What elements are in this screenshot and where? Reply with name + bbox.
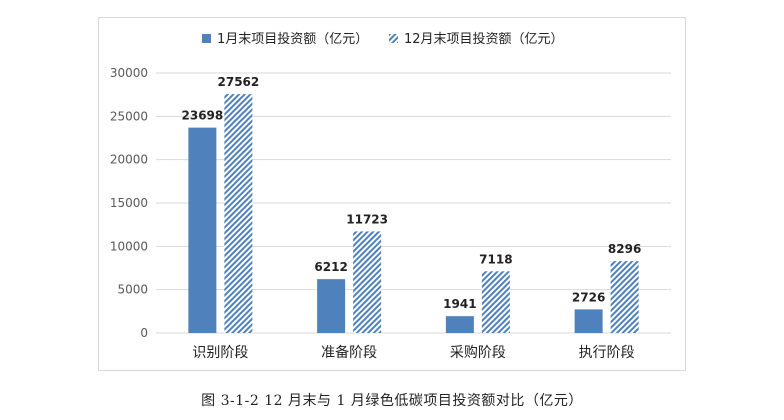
x-tick-label: 采购阶段	[450, 345, 506, 361]
y-tick-label: 5000	[117, 283, 148, 297]
data-label: 7118	[479, 252, 512, 266]
data-label: 27562	[218, 75, 260, 89]
legend: 1月末项目投资额（亿元） 12月末项目投资额（亿元）	[202, 31, 564, 47]
bar-dec-2	[481, 271, 510, 333]
bar-jan-1	[317, 279, 346, 333]
figure-caption: 图 3-1-2 12 月末与 1 月绿色低碳项目投资额对比（亿元）	[201, 393, 583, 409]
data-label: 8296	[608, 242, 641, 256]
data-label: 2726	[572, 290, 605, 304]
bar-jan-3	[574, 309, 603, 333]
bar-jan-2	[445, 316, 474, 333]
legend-label-0: 1月末项目投资额（亿元）	[217, 31, 368, 47]
legend-swatch-0	[202, 34, 211, 43]
bar-dec-3	[610, 261, 639, 333]
data-label: 23698	[182, 109, 224, 123]
data-label: 6212	[314, 260, 347, 274]
x-tick-label: 准备阶段	[321, 344, 377, 361]
y-tick-label: 15000	[110, 196, 148, 210]
y-axis-ticks: 0 5000 10000 15000 20000 25000 30000	[110, 66, 148, 340]
bar-jan-0	[188, 127, 217, 333]
y-tick-label: 0	[140, 326, 148, 340]
legend-label-1: 12月末项目投资额（亿元）	[404, 31, 564, 47]
y-tick-label: 25000	[110, 109, 148, 123]
chart-svg: 0 5000 10000 15000 20000 25000 30000 23698 2756…	[110, 31, 671, 361]
x-tick-label: 识别阶段	[192, 345, 248, 361]
bar-dec-0	[224, 94, 253, 333]
y-tick-label: 10000	[110, 239, 148, 253]
x-axis-ticks: 识别阶段 准备阶段 采购阶段 执行阶段	[192, 344, 634, 361]
chart-frame: 0 5000 10000 15000 20000 25000 30000 23698 2756…	[98, 17, 686, 371]
data-label: 11723	[346, 212, 388, 226]
bars	[188, 94, 639, 333]
data-labels: 23698 27562 6212 11723 1941 7118 2726 8296	[182, 75, 642, 311]
legend-swatch-1	[389, 34, 398, 43]
bar-dec-1	[353, 231, 382, 333]
data-label: 1941	[443, 297, 476, 311]
y-tick-label: 30000	[110, 66, 148, 80]
x-tick-label: 执行阶段	[579, 345, 635, 361]
y-tick-label: 20000	[110, 153, 148, 167]
